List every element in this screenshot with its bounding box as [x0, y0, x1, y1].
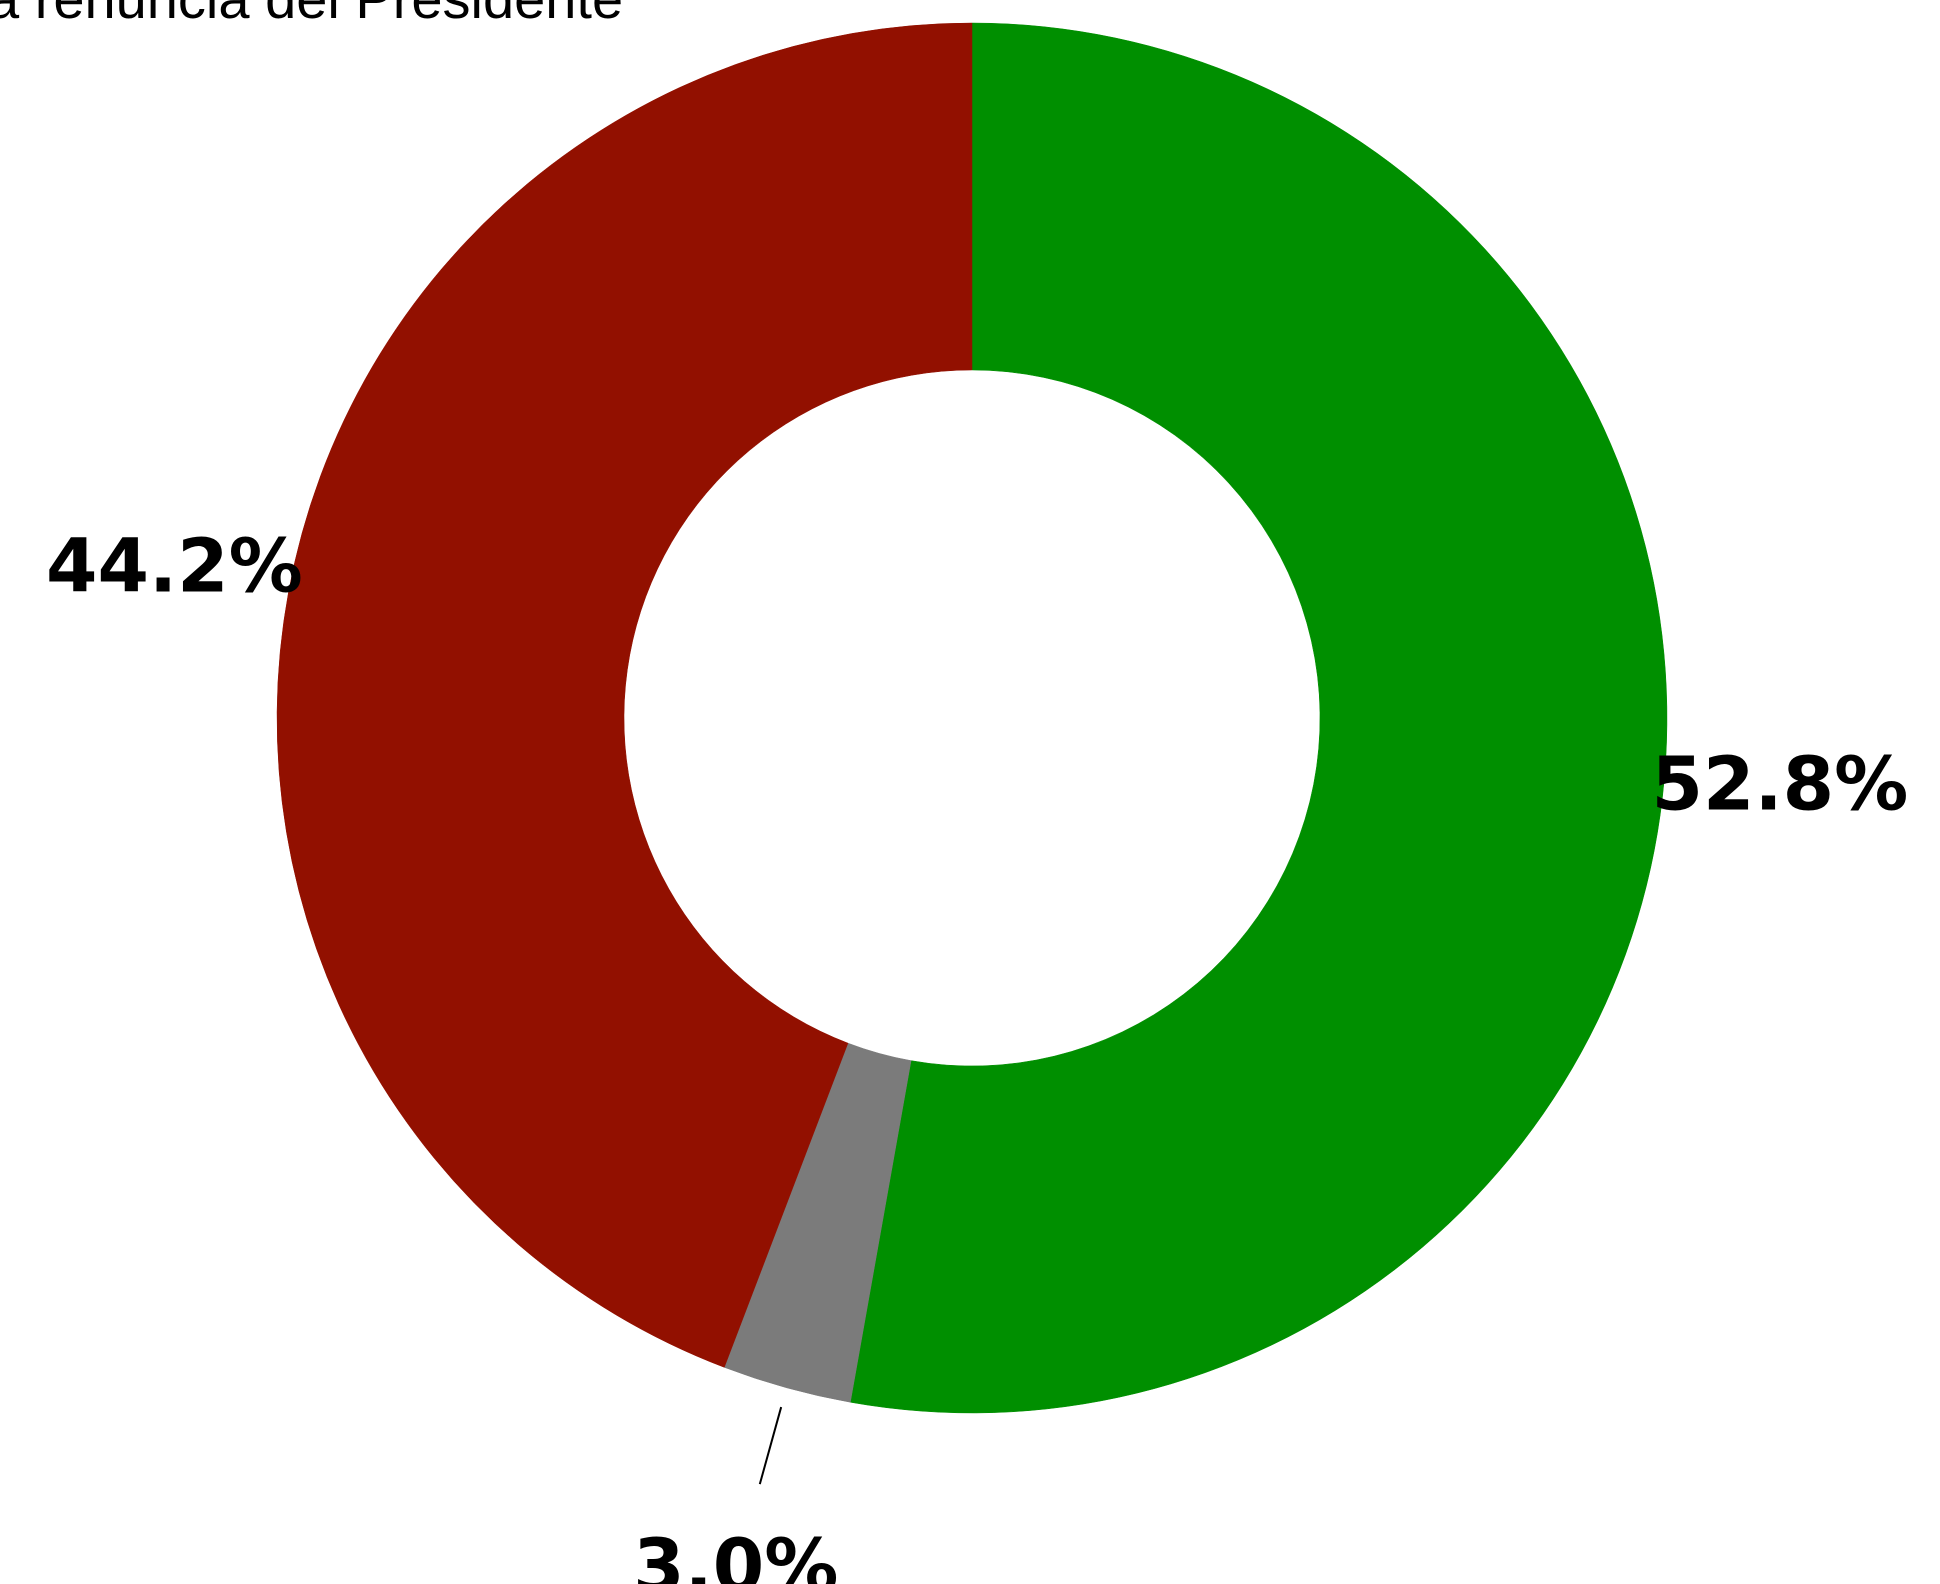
leader-line-1	[758, 1406, 783, 1485]
slice-0	[850, 22, 1668, 1414]
slice-label-1: 3.0%	[633, 1523, 838, 1584]
slice-label-2: 44.2%	[46, 524, 303, 610]
labels-group: 52.8% 3.0% 44.2%	[46, 524, 1908, 1584]
slice-label-0: 52.8%	[1651, 742, 1908, 828]
chart-title: a renuncia del Presidente	[0, 0, 623, 30]
slices-group	[276, 22, 1668, 1414]
slice-2	[276, 22, 973, 1368]
